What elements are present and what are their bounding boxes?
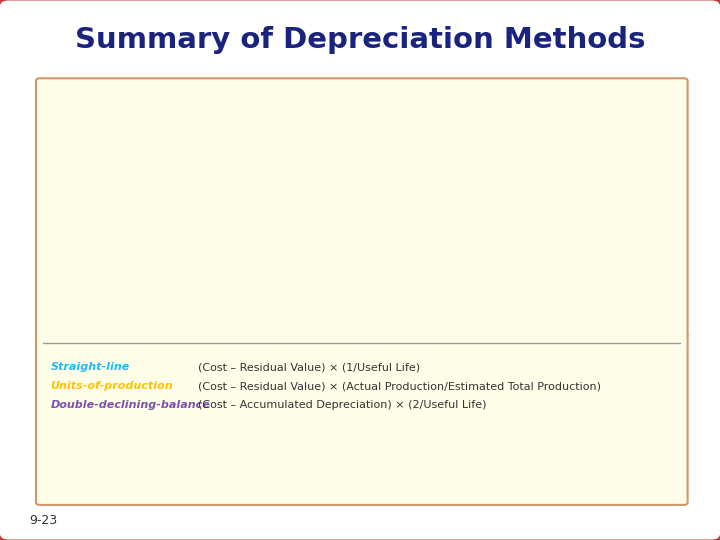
Bar [212, 192, 243, 335]
Text: 9-23: 9-23 [29, 514, 57, 526]
Text: Double-declining-balance: Double-declining-balance [50, 400, 210, 410]
Y-axis label: Thousands of Dollars: Thousands of Dollars [53, 156, 66, 287]
Bar [150, 265, 181, 335]
Bar [571, 125, 602, 335]
Bar [181, 272, 212, 335]
Bar [602, 125, 633, 335]
Bar [492, 318, 523, 335]
Bar [352, 289, 383, 335]
Text: Straight-line: Straight-line [50, 362, 130, 372]
Bar [462, 300, 492, 335]
Bar [321, 230, 352, 335]
Text: Summary of Depreciation Methods: Summary of Depreciation Methods [75, 26, 645, 55]
Bar [290, 265, 321, 335]
Bar [633, 125, 664, 335]
Text: Units-of-production: Units-of-production [50, 381, 173, 391]
Text: (Cost – Residual Value) × (Actual Production/Estimated Total Production): (Cost – Residual Value) × (Actual Produc… [198, 381, 601, 391]
Text: (Cost – Accumulated Depreciation) × (2/Useful Life): (Cost – Accumulated Depreciation) × (2/U… [198, 400, 487, 410]
Text: (Cost – Residual Value) × (1/Useful Life): (Cost – Residual Value) × (1/Useful Life… [198, 362, 420, 372]
Bar [431, 265, 462, 335]
